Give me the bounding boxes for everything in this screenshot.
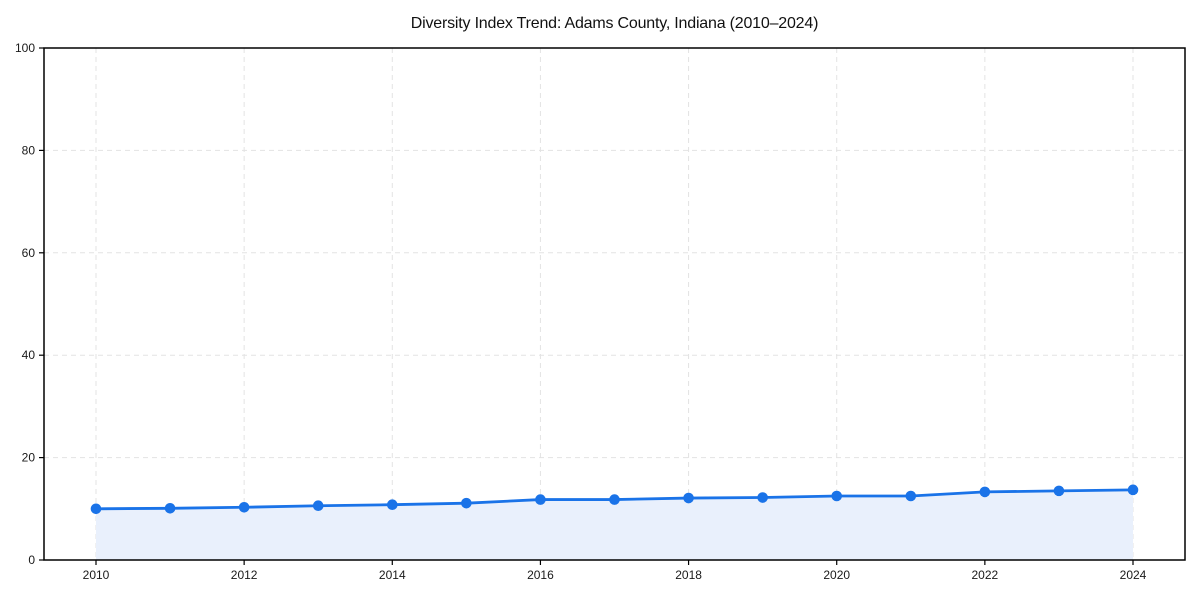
data-point-2022 <box>979 486 991 498</box>
data-point-2015 <box>461 497 472 509</box>
area-fill <box>96 489 1133 560</box>
x-tick-label-2020: 2020 <box>823 568 850 582</box>
data-point-2021 <box>905 490 917 502</box>
y-tick-label-100: 100 <box>15 41 35 55</box>
data-point-2012 <box>238 501 250 513</box>
data-point-2019 <box>757 492 768 503</box>
data-point-2023 <box>1053 485 1065 497</box>
y-tick-label-80: 80 <box>22 143 36 157</box>
y-tick-label-60: 60 <box>22 246 36 260</box>
x-tick-label-2012: 2012 <box>231 568 258 582</box>
data-point-2017 <box>609 494 620 505</box>
x-tick-label-2010: 2010 <box>83 568 110 582</box>
x-tick-label-2022: 2022 <box>972 568 999 582</box>
data-point-2018 <box>683 492 694 504</box>
data-point-2016 <box>535 494 546 505</box>
y-tick-label-0: 0 <box>28 553 35 567</box>
data-point-2013 <box>312 500 324 512</box>
data-point-2020 <box>831 490 843 502</box>
x-tick-label-2016: 2016 <box>527 568 554 582</box>
chart-title: Diversity Index Trend: Adams County, Ind… <box>410 15 819 32</box>
data-point-2011 <box>164 502 176 514</box>
data-point-2024 <box>1127 484 1139 496</box>
plot-border <box>43 47 1186 561</box>
y-tick-label-40: 40 <box>22 348 36 362</box>
y-tick-label-20: 20 <box>22 451 36 465</box>
x-tick-label-2018: 2018 <box>675 568 702 582</box>
data-point-2010 <box>90 503 102 515</box>
data-point-2014 <box>386 499 398 511</box>
x-tick-label-2014: 2014 <box>379 568 406 582</box>
x-tick-label-2024: 2024 <box>1120 568 1147 582</box>
